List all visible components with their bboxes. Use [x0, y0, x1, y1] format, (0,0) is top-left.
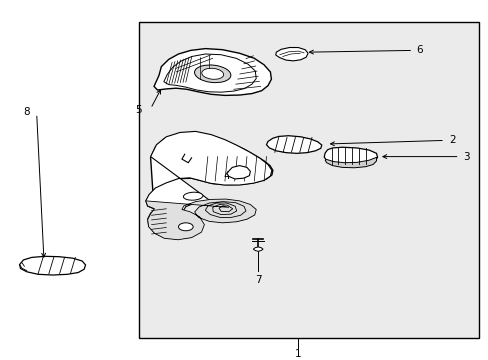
Text: 8: 8 [23, 107, 30, 117]
Polygon shape [324, 147, 377, 165]
Text: 7: 7 [254, 275, 261, 285]
Polygon shape [275, 48, 307, 61]
Polygon shape [145, 131, 271, 239]
Polygon shape [20, 256, 85, 275]
Text: 4: 4 [223, 171, 229, 181]
Ellipse shape [178, 223, 193, 231]
Polygon shape [253, 247, 263, 251]
Text: 3: 3 [463, 152, 469, 162]
Text: 5: 5 [135, 105, 142, 115]
Bar [139, 22, 478, 338]
Polygon shape [146, 132, 272, 209]
Ellipse shape [202, 68, 223, 79]
Ellipse shape [194, 65, 230, 83]
Polygon shape [163, 54, 256, 92]
Polygon shape [325, 157, 376, 168]
Text: 2: 2 [448, 135, 455, 145]
Ellipse shape [183, 192, 203, 200]
Polygon shape [154, 49, 271, 95]
Polygon shape [266, 136, 321, 153]
Text: 6: 6 [416, 45, 423, 55]
Text: 1: 1 [294, 348, 301, 359]
Polygon shape [226, 166, 250, 179]
Polygon shape [145, 199, 256, 240]
